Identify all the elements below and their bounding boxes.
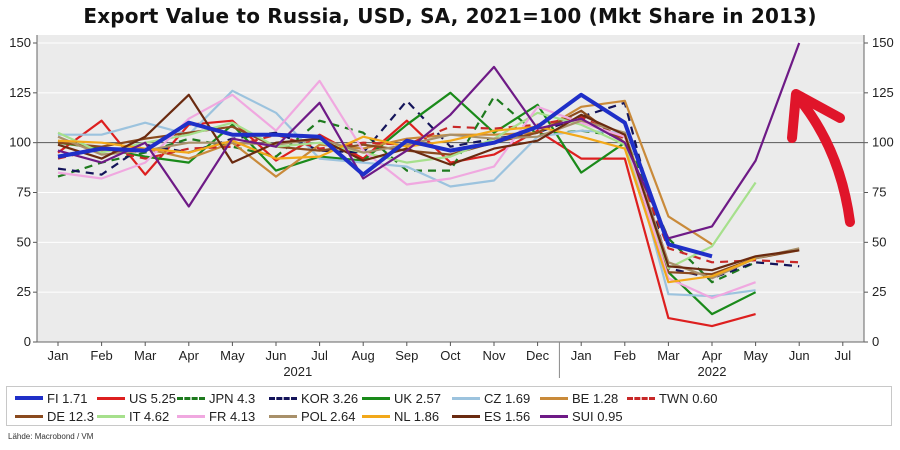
xtick-label: Jan <box>48 348 69 363</box>
legend-swatch <box>269 396 297 400</box>
legend-item-fr: FR 4.13 <box>177 407 255 425</box>
ytick-label-left: 150 <box>9 35 31 50</box>
legend-swatch <box>540 414 568 418</box>
legend-label: FR 4.13 <box>209 408 256 424</box>
year-label: 2021 <box>283 364 312 379</box>
legend-label: KOR 3.26 <box>301 390 359 406</box>
legend-swatch <box>540 396 568 400</box>
legend-item-pol: POL 2.64 <box>269 407 355 425</box>
legend-item-uk: UK 2.57 <box>362 389 441 407</box>
legend-swatch <box>362 414 390 418</box>
xtick-label: Feb <box>90 348 112 363</box>
legend-item-jpn: JPN 4.3 <box>177 389 255 407</box>
axes: 0 0 25 25 50 50 75 75 100 100 125 125 150 150 Jan Feb Ma… <box>9 35 894 379</box>
ytick-label-left: 125 <box>9 85 31 100</box>
series-line-de <box>57 109 800 276</box>
xtick-label: Dec <box>526 348 550 363</box>
xtick-label: Feb <box>614 348 636 363</box>
legend-label: SUI 0.95 <box>572 408 623 424</box>
series-line-pol <box>57 119 800 280</box>
legend-label: BE 1.28 <box>572 390 619 406</box>
legend-item-kor: KOR 3.26 <box>269 389 358 407</box>
xtick-label: Apr <box>179 348 200 363</box>
legend-item-be: BE 1.28 <box>540 389 618 407</box>
series-lines <box>57 42 801 328</box>
legend-label: TWN 0.60 <box>659 390 718 406</box>
legend-swatch <box>97 396 125 400</box>
legend-swatch <box>269 414 297 418</box>
legend-swatch <box>452 414 480 418</box>
source-label: Lähde: Macrobond / VM <box>8 432 94 441</box>
ytick-label-left: 25 <box>17 284 31 299</box>
legend-swatch <box>15 396 43 400</box>
xtick-label: Jul <box>834 348 851 363</box>
legend-item-cz: CZ 1.69 <box>452 389 530 407</box>
xtick-label: Jan <box>571 348 592 363</box>
series-line-es <box>57 93 800 272</box>
legend-label: CZ 1.69 <box>484 390 531 406</box>
series-line-be <box>57 99 713 246</box>
legend-label: UK 2.57 <box>394 390 441 406</box>
series-line-twn <box>57 115 800 264</box>
xtick-label: Jun <box>789 348 810 363</box>
legend-item-fi: FI 1.71 <box>15 389 87 407</box>
xtick-label: Mar <box>657 348 680 363</box>
chart-title: Export Value to Russia, USD, SA, 2021=10… <box>83 4 817 28</box>
xtick-label: Sep <box>395 348 418 363</box>
xtick-label: Nov <box>482 348 506 363</box>
legend-item-nl: NL 1.86 <box>362 407 439 425</box>
series-line-sui <box>57 42 801 240</box>
legend-item-es: ES 1.56 <box>452 407 530 425</box>
series-line-fi <box>57 92 713 259</box>
legend-swatch <box>177 396 205 400</box>
series-line-jpn <box>57 95 757 284</box>
series-line-us <box>57 119 756 328</box>
ytick-label-right: 25 <box>872 284 886 299</box>
xtick-label: Aug <box>352 348 375 363</box>
ytick-label-right: 150 <box>872 35 894 50</box>
ytick-label-left: 0 <box>24 334 31 349</box>
red-arrow-annotation <box>787 89 855 227</box>
ytick-label-right: 125 <box>872 85 894 100</box>
xtick-label: Apr <box>702 348 723 363</box>
legend-swatch <box>362 396 390 400</box>
legend-swatch <box>452 396 480 400</box>
legend: FI 1.71 US 5.25 JPN 4.3 KOR 3.26 UK 2.57 CZ 1… <box>6 386 892 426</box>
legend-item-sui: SUI 0.95 <box>540 407 623 425</box>
legend-label: DE 12.3 <box>47 408 94 424</box>
legend-label: NL 1.86 <box>394 408 440 424</box>
legend-label: JPN 4.3 <box>209 390 256 406</box>
xtick-label: Oct <box>440 348 461 363</box>
series-line-nl <box>57 125 757 284</box>
legend-swatch <box>627 396 655 400</box>
plot-background <box>37 35 864 342</box>
ytick-label-right: 50 <box>872 234 886 249</box>
legend-label: IT 4.62 <box>129 408 170 424</box>
plot-area: 0 0 25 25 50 50 75 75 100 100 125 125 150 150 Jan Feb Ma… <box>9 35 894 379</box>
xtick-label: May <box>743 348 768 363</box>
legend-label: POL 2.64 <box>301 408 356 424</box>
xtick-label: Jun <box>266 348 287 363</box>
xtick-label: May <box>220 348 245 363</box>
xtick-label: Mar <box>134 348 157 363</box>
legend-label: FI 1.71 <box>47 390 88 406</box>
ytick-label-right: 75 <box>872 185 886 200</box>
legend-item-twn: TWN 0.60 <box>627 389 718 407</box>
ytick-label-left: 50 <box>17 234 31 249</box>
legend-item-us: US 5.25 <box>97 389 176 407</box>
ytick-label-left: 100 <box>9 135 31 150</box>
ytick-label-left: 75 <box>17 185 31 200</box>
legend-item-de: DE 12.3 <box>15 407 94 425</box>
ytick-label-right: 0 <box>872 334 879 349</box>
xtick-label: Jul <box>311 348 328 363</box>
legend-swatch <box>15 414 43 418</box>
legend-label: US 5.25 <box>129 390 176 406</box>
ytick-label-right: 100 <box>872 135 894 150</box>
year-label: 2022 <box>698 364 727 379</box>
legend-item-it: IT 4.62 <box>97 407 169 425</box>
legend-swatch <box>97 414 125 418</box>
legend-swatch <box>177 414 205 418</box>
legend-label: ES 1.56 <box>484 408 531 424</box>
